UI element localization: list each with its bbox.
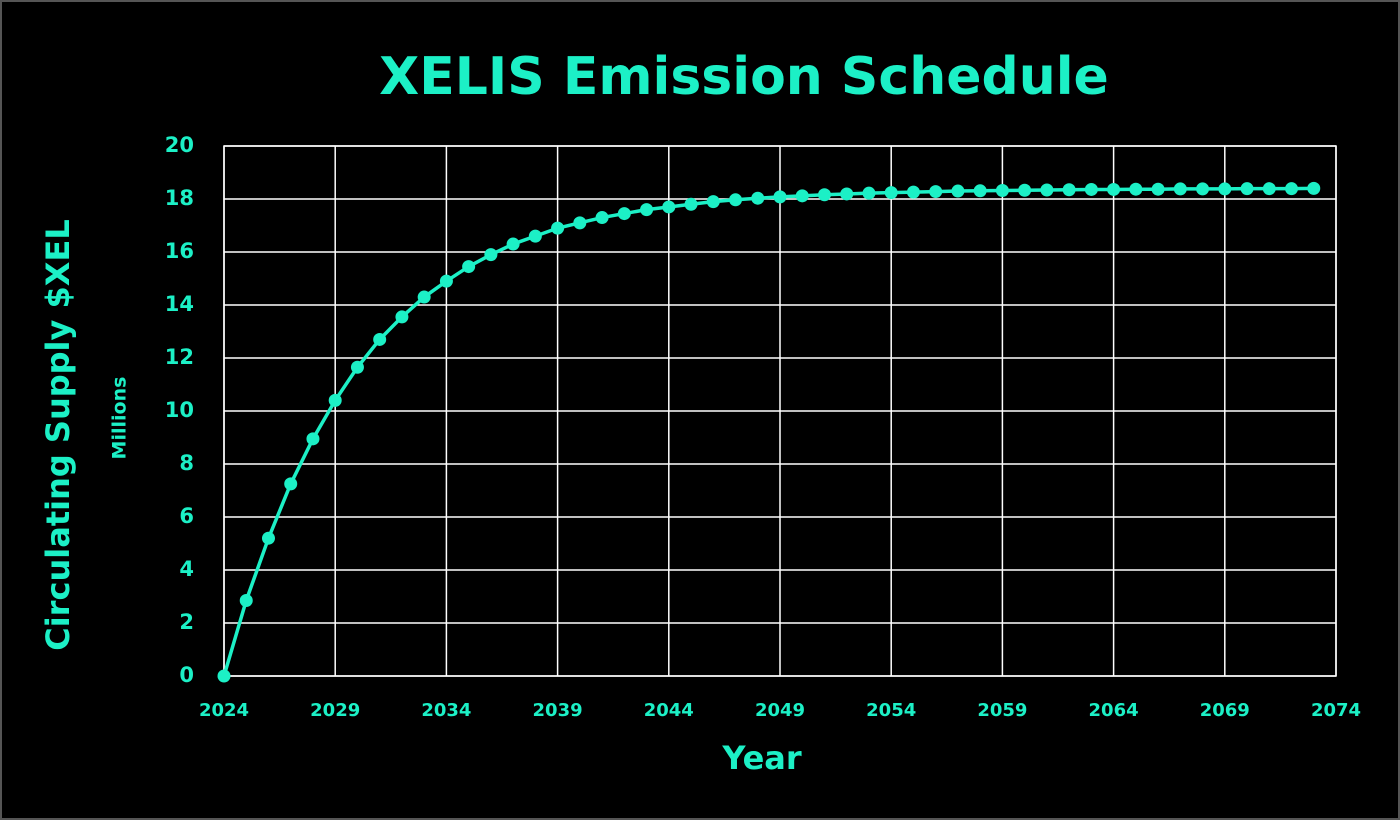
chart-title: XELIS Emission Schedule <box>379 47 1109 107</box>
point <box>1262 182 1276 196</box>
point <box>995 184 1009 198</box>
point <box>284 477 298 491</box>
point <box>662 200 676 214</box>
point <box>373 332 387 346</box>
point <box>1218 182 1232 196</box>
x-tick-label: 2059 <box>977 700 1027 721</box>
point <box>1040 183 1054 197</box>
y-tick-label: 14 <box>165 292 194 316</box>
point <box>884 186 898 200</box>
y-tick-label: 6 <box>179 504 194 528</box>
point <box>773 190 787 204</box>
x-tick-label: 2074 <box>1311 700 1361 721</box>
x-tick-label: 2064 <box>1089 700 1139 721</box>
point <box>551 221 565 235</box>
point <box>417 290 431 304</box>
point <box>528 229 542 243</box>
point <box>973 184 987 198</box>
y-tick-label: 20 <box>165 133 194 157</box>
point <box>951 184 965 198</box>
y-tick-label: 18 <box>165 186 194 210</box>
point <box>1018 183 1032 197</box>
point <box>906 185 920 199</box>
point <box>640 203 654 217</box>
y-tick-label: 0 <box>179 663 194 687</box>
point <box>1107 182 1121 196</box>
point <box>1173 182 1187 196</box>
point <box>484 248 498 262</box>
point <box>706 195 720 209</box>
point <box>462 260 476 274</box>
x-tick-label: 2029 <box>310 700 360 721</box>
point <box>306 432 320 446</box>
point <box>595 211 609 225</box>
y-axis-label: Circulating Supply $XEL <box>39 219 77 650</box>
point <box>751 191 765 205</box>
x-tick-label: 2044 <box>644 700 694 721</box>
point <box>395 310 409 324</box>
x-tick-label: 2039 <box>533 700 583 721</box>
point <box>1240 182 1254 196</box>
y-tick-label: 4 <box>179 557 194 581</box>
point <box>840 187 854 201</box>
point <box>1196 182 1210 196</box>
x-axis-label: Year <box>721 739 802 777</box>
x-tick-label: 2069 <box>1200 700 1250 721</box>
y-tick-label: 10 <box>165 398 194 422</box>
point <box>617 207 631 221</box>
plot-border <box>223 145 1337 677</box>
y-tick-label: 8 <box>179 451 194 475</box>
point <box>684 197 698 211</box>
point <box>217 669 231 683</box>
point <box>1151 182 1165 196</box>
point <box>439 274 453 288</box>
point <box>795 189 809 203</box>
point <box>506 237 520 251</box>
point <box>573 216 587 230</box>
point <box>1307 181 1321 195</box>
point <box>1084 182 1098 196</box>
point <box>1062 183 1076 197</box>
y-tick-label: 12 <box>165 345 194 369</box>
x-tick-label: 2049 <box>755 700 805 721</box>
y-unit-label: Millions <box>109 377 131 460</box>
y-tick-label: 2 <box>179 610 194 634</box>
point <box>350 360 364 374</box>
point <box>239 593 253 607</box>
point <box>729 193 743 207</box>
x-tick-label: 2034 <box>421 700 471 721</box>
point <box>817 188 831 202</box>
y-tick-label: 16 <box>165 239 194 263</box>
point <box>1285 182 1299 196</box>
point <box>328 393 342 407</box>
point <box>261 531 275 545</box>
point <box>1129 182 1143 196</box>
point <box>862 186 876 200</box>
point <box>929 185 943 199</box>
x-tick-label: 2054 <box>866 700 916 721</box>
x-tick-label: 2024 <box>199 700 249 721</box>
